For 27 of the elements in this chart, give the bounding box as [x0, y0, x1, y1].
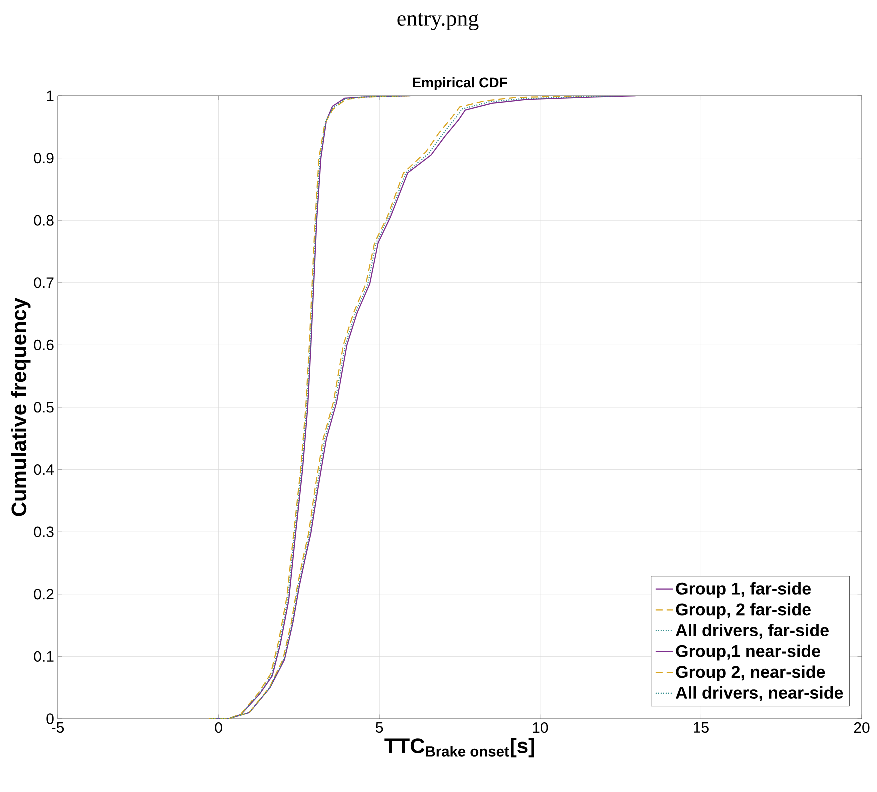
- chart-title: Empirical CDF: [413, 77, 508, 90]
- y-tick-label: 0.2: [34, 589, 54, 600]
- y-tick-label: 1: [47, 90, 54, 102]
- y-tick-label: 0.9: [34, 152, 54, 164]
- y-tick-label: 0: [46, 714, 54, 724]
- legend-label: Group 1, far-side: [676, 582, 812, 598]
- y-tick-label: 0.7: [34, 278, 54, 288]
- y-tick-label: 0.5: [34, 402, 54, 413]
- y-tick-label: 0.1: [34, 651, 54, 662]
- x-tick-label: 10: [533, 722, 548, 734]
- y-tick-label: 0.8: [34, 215, 54, 226]
- legend-label: Group 2, near-side: [676, 666, 826, 682]
- x-axis-title: $\text{\bfseries TTC}_{\text{\bfseries Brake onset}}\text{\bfseries [s]}$: [384, 738, 534, 758]
- legend-label: Group,1 near-side: [676, 644, 820, 661]
- legend-label: All drivers, far-side: [676, 624, 829, 640]
- legend-label: Group, 2 far-side: [676, 603, 812, 620]
- y-axis-title: Cumulative frequency: [11, 298, 31, 516]
- x-tick-label: 0: [215, 722, 222, 734]
- y-tick-label: 0.6: [34, 340, 54, 350]
- y-tick-label: 0.4: [34, 464, 54, 476]
- x-tick-label: 20: [854, 722, 870, 734]
- y-tick-label: 0.3: [34, 526, 54, 538]
- x-tick-label: 5: [376, 722, 384, 733]
- legend-label: All drivers, near-side: [676, 686, 844, 702]
- x-tick-label: -5: [52, 722, 64, 733]
- x-tick-label: 15: [694, 722, 709, 733]
- text: entry.png: [398, 13, 479, 31]
